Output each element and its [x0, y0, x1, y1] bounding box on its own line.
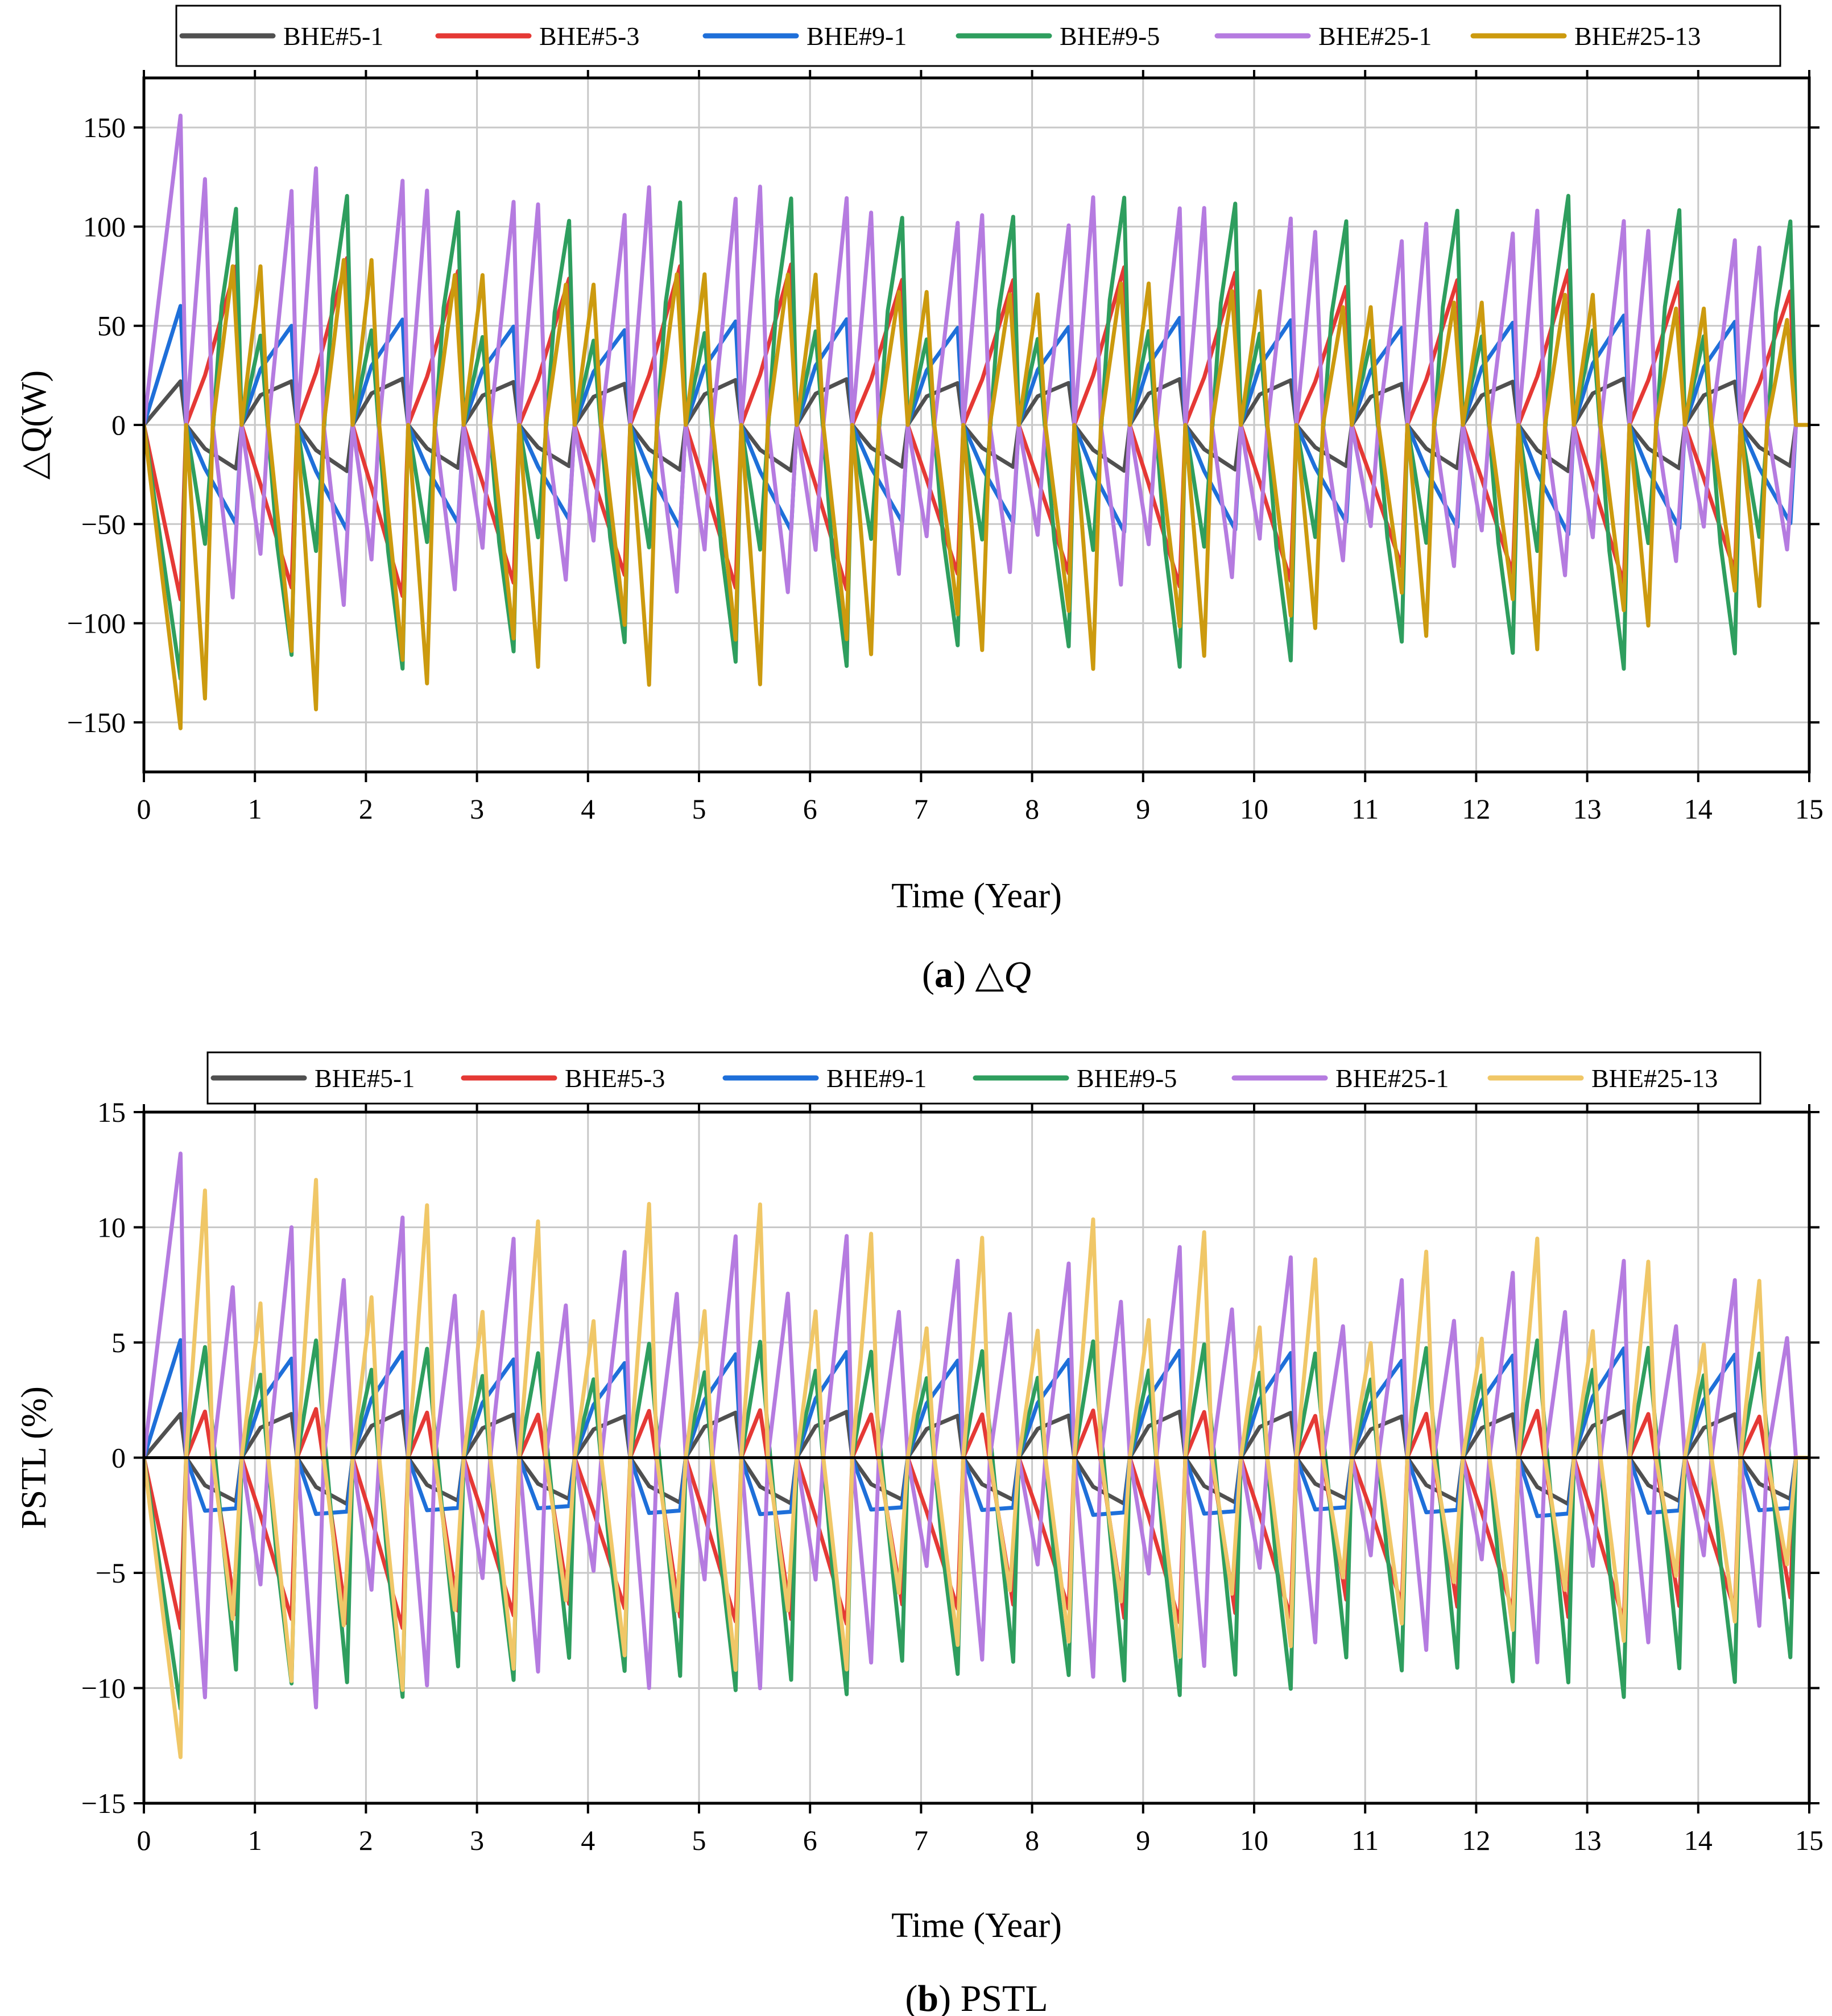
panel-b-x-tick-label: 5 — [692, 1824, 706, 1856]
panel-b-x-tick-label: 10 — [1240, 1824, 1268, 1856]
panel-b-legend-label: BHE#5-1 — [315, 1064, 415, 1093]
panel-b-x-tick-label: 14 — [1684, 1824, 1713, 1856]
panel-a-x-tick-label: 8 — [1025, 793, 1039, 825]
panel-a-caption-open: ( — [922, 954, 934, 995]
panel-a-series-line-bhe5-3 — [144, 256, 1809, 602]
panel-b-legend-label: BHE#9-1 — [826, 1064, 927, 1093]
panel-a-x-tick-label: 6 — [803, 793, 817, 825]
panel-b-x-tick-label: 9 — [1136, 1824, 1150, 1856]
panel-a-x-tick-label: 15 — [1795, 793, 1823, 825]
panel-a-legend: BHE#5-1 BHE#5-3 BHE#9-1 BHE#9-5 BHE#25-1 BHE#… — [175, 5, 1781, 67]
panel-b-caption-text: PSTL — [961, 1978, 1048, 2016]
panel-b-x-tick-label: 4 — [581, 1824, 595, 1856]
panel-b-series-line-bhe25-13 — [144, 1178, 1809, 1759]
panel-a-y-tick-label: −50 — [81, 508, 126, 540]
panel-b-legend-label: BHE#25-1 — [1335, 1064, 1449, 1093]
panel-a-caption: (a) △Q — [922, 954, 1031, 995]
panel-b-x-tick-label: 7 — [914, 1824, 928, 1856]
panel-b-series-line-bhe5-1 — [144, 1409, 1809, 1506]
panel-a-legend-label: BHE#9-1 — [807, 22, 907, 51]
panel-a-y-tick-label: −100 — [67, 608, 126, 639]
panel-b-y-tick-label: 0 — [111, 1442, 126, 1474]
panel-a-legend-label: BHE#25-1 — [1318, 22, 1432, 51]
panel-b-legend-label: BHE#25-13 — [1591, 1064, 1718, 1093]
panel-a-x-tick-label: 2 — [359, 793, 373, 825]
panel-b-legend-label: BHE#9-5 — [1077, 1064, 1177, 1093]
panel-a-series-group — [144, 113, 1809, 730]
panel-a-chart: 0 1 2 3 4 5 6 7 8 9 10 11 12 13 14 15−150−100−500501001… — [15, 5, 1823, 995]
panel-b-x-tick-label: 0 — [137, 1824, 151, 1856]
panel-a-x-tick-label: 12 — [1462, 793, 1490, 825]
panel-b-y-tick-label: 5 — [111, 1327, 126, 1358]
panel-b-series-line-bhe9-1 — [144, 1338, 1809, 1518]
panel-a-y-tick-label: 50 — [97, 310, 126, 342]
panel-b-x-axis-title: Time (Year) — [891, 1906, 1062, 1945]
panel-b-x-tick-label: 11 — [1351, 1824, 1379, 1856]
panel-b-x-tick-label: 12 — [1462, 1824, 1490, 1856]
panel-a-y-tick-label: 100 — [83, 210, 126, 242]
panel-a-x-tick-label: 0 — [137, 793, 151, 825]
panel-b-x-tick-label: 6 — [803, 1824, 817, 1856]
panel-a-y-tick-label: 0 — [111, 409, 126, 441]
panel-a-x-tick-label: 10 — [1240, 793, 1268, 825]
panel-a-caption-close: ) — [953, 954, 975, 995]
panel-a-x-tick-label: 11 — [1351, 793, 1379, 825]
panel-b-y-tick-label: 15 — [97, 1096, 126, 1128]
panel-b-x-tick-label: 3 — [470, 1824, 484, 1856]
panel-a-caption-text: △Q — [975, 954, 1031, 995]
panel-b-x-tick-label: 8 — [1025, 1824, 1039, 1856]
panel-b-caption-open: ( — [905, 1978, 917, 2016]
panel-b-legend: BHE#5-1 BHE#5-3 BHE#9-1 BHE#9-5 BHE#25-1 BHE#… — [206, 1051, 1761, 1105]
panel-b-caption: (b) PSTL — [905, 1978, 1048, 2016]
panel-b-x-tick-label: 13 — [1573, 1824, 1602, 1856]
panel-b-caption-letter: b — [917, 1978, 938, 2016]
panel-b-y-tick-label: −15 — [81, 1787, 126, 1819]
panel-b-series-line-bhe25-1 — [144, 1151, 1809, 1709]
panel-a-legend-label: BHE#9-5 — [1060, 22, 1160, 51]
panel-a-x-tick-label: 3 — [470, 793, 484, 825]
panel-a-legend-label: BHE#25-13 — [1574, 22, 1701, 51]
panel-b-y-tick-label: 10 — [97, 1212, 126, 1244]
panel-a-x-tick-label: 13 — [1573, 793, 1602, 825]
panel-a-series-line-bhe9-1 — [144, 304, 1809, 536]
panel-a-x-tick-label: 1 — [248, 793, 262, 825]
panel-a-x-axis-title: Time (Year) — [891, 877, 1062, 915]
panel-a-legend-label: BHE#5-3 — [539, 22, 639, 51]
panel-b-chart: 0 1 2 3 4 5 6 7 8 9 10 11 12 13 14 15−15−10−5051015Time… — [15, 1051, 1823, 2016]
panel-b-y-tick-label: −5 — [96, 1557, 126, 1589]
panel-a-series-line-bhe25-13 — [144, 258, 1809, 730]
panel-b-caption-close: ) — [938, 1978, 960, 2016]
panel-b-series-line-bhe9-5 — [144, 1338, 1809, 1711]
panel-a-x-tick-label: 9 — [1136, 793, 1150, 825]
panel-a-legend-label: BHE#5-1 — [283, 22, 383, 51]
panel-b-legend-label: BHE#5-3 — [565, 1064, 665, 1093]
panel-a-x-tick-label: 4 — [581, 793, 595, 825]
panel-b-series-line-bhe5-3 — [144, 1407, 1809, 1630]
panel-b-series-group — [144, 1151, 1809, 1759]
panel-b-y-tick-label: −10 — [81, 1672, 126, 1704]
panel-a-x-tick-label: 14 — [1684, 793, 1713, 825]
panel-a-series-line-bhe25-1 — [144, 113, 1809, 607]
panel-b-x-tick-label: 2 — [359, 1824, 373, 1856]
panel-a-series-line-bhe5-1 — [144, 377, 1809, 473]
panel-a-y-tick-label: −150 — [67, 707, 126, 738]
panel-b-x-tick-label: 1 — [248, 1824, 262, 1856]
panel-a-y-tick-label: 150 — [83, 111, 126, 143]
panel-a-y-axis-title: △Q(W) — [15, 370, 53, 480]
panel-b-x-tick-label: 15 — [1795, 1824, 1823, 1856]
panel-a-x-tick-label: 5 — [692, 793, 706, 825]
panel-a-grid — [144, 78, 1809, 772]
panel-a-x-tick-label: 7 — [914, 793, 928, 825]
panel-b-y-axis-title: PSTL (%) — [15, 1386, 53, 1529]
panel-a-caption-letter: a — [934, 954, 953, 995]
